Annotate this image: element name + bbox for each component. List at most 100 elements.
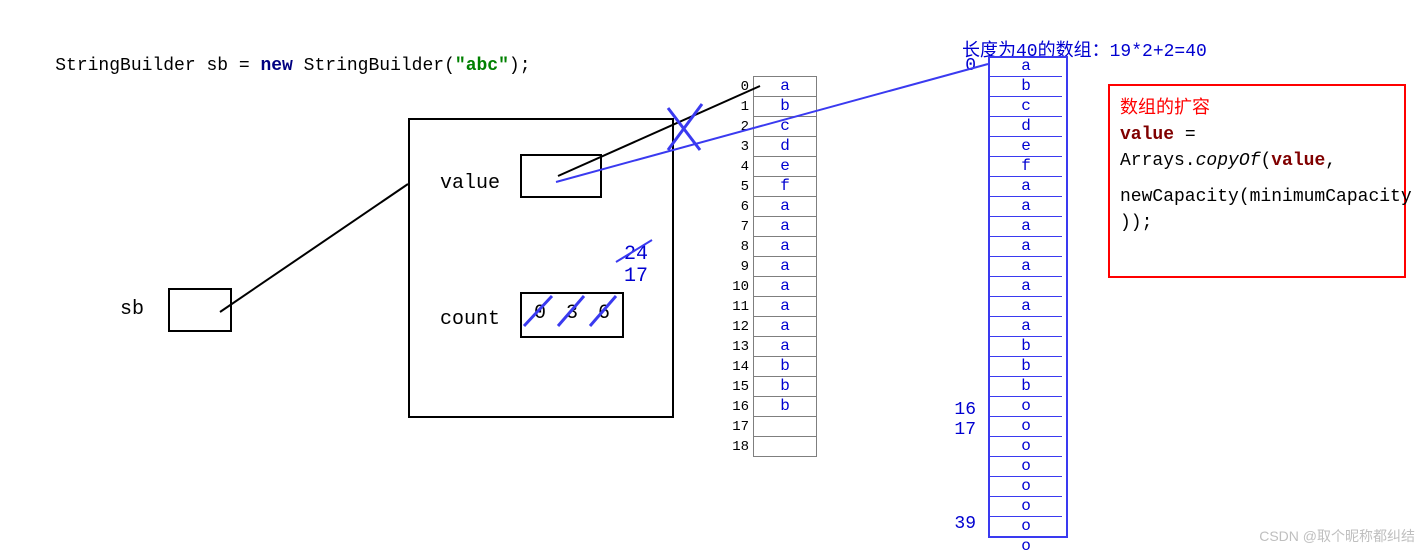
sb-ref-box (168, 288, 232, 332)
array-19-idx: 10 (720, 277, 754, 297)
array-40-cell: a (990, 297, 1062, 317)
expand-lpar: ( (1260, 151, 1271, 171)
array-19-idx: 3 (720, 137, 754, 157)
array-19-cell: e (754, 157, 817, 177)
array-19-idx: 0 (720, 77, 754, 97)
array-19-cell: b (754, 377, 817, 397)
array-19-cell: d (754, 137, 817, 157)
array-40-idx-17: 17 (930, 420, 976, 440)
code-new: new (260, 56, 292, 76)
array-40-cell: b (990, 77, 1062, 97)
array-19-cell: a (754, 257, 817, 277)
array-40-idx-0: 0 (946, 56, 976, 76)
array-19-idx: 17 (720, 417, 754, 437)
array-19-idx: 18 (720, 437, 754, 457)
array-19-cell (754, 417, 817, 437)
count-new-17: 17 (624, 265, 648, 288)
expand-value2: value (1271, 151, 1325, 171)
array-40-cell: b (990, 377, 1062, 397)
watermark: CSDN @取个昵称都纠结 (1259, 526, 1415, 546)
array-19-cell: a (754, 317, 817, 337)
array-40-cell: a (990, 237, 1062, 257)
sb-label: sb (120, 298, 144, 321)
expand-eq: = (1174, 125, 1196, 145)
array-19-idx: 4 (720, 157, 754, 177)
expand-line1: value = (1120, 122, 1394, 148)
array-19-cell: a (754, 297, 817, 317)
array-19-cell: a (754, 217, 817, 237)
array-40-cell: d (990, 117, 1062, 137)
array-40-idx-39: 39 (930, 514, 976, 534)
array-19-idx: 2 (720, 117, 754, 137)
array-19-cell: c (754, 117, 817, 137)
array-19-idx: 12 (720, 317, 754, 337)
array-40-cell: a (990, 177, 1062, 197)
expand-line4: )); (1120, 210, 1394, 236)
array-40-cell: b (990, 337, 1062, 357)
array-19-cell: a (754, 237, 817, 257)
code-t1: StringBuilder sb = (55, 56, 260, 76)
array-19-idx: 6 (720, 197, 754, 217)
expand-arrays: Arrays. (1120, 151, 1196, 171)
expand-heading: 数组的扩容 (1120, 96, 1394, 122)
field-count-label: count (440, 308, 500, 331)
array-40-title-b: 19*2+2=40 (1110, 42, 1207, 62)
count-new-values: 24 17 (608, 244, 648, 288)
field-value-label: value (440, 172, 500, 195)
array-19-idx: 15 (720, 377, 754, 397)
array-40-cell: b (990, 357, 1062, 377)
array-19-idx: 8 (720, 237, 754, 257)
array-40-cell: o (990, 457, 1062, 477)
array-40-cell: c (990, 97, 1062, 117)
array-40-cell: a (990, 197, 1062, 217)
line-sb-to-obj (220, 184, 408, 312)
array-40-cell: o (990, 517, 1062, 537)
array-40-cell: o (990, 477, 1062, 497)
expand-value1: value (1120, 125, 1174, 145)
count-old-0: 0 (534, 302, 546, 325)
array-40: abcdefaaaaaaaabbboooooooo (990, 57, 1062, 550)
array-19-cell: b (754, 97, 817, 117)
code-str: "abc" (455, 56, 509, 76)
array-19-cell: a (754, 77, 817, 97)
array-40-cell: f (990, 157, 1062, 177)
array-40-cell: a (990, 57, 1062, 77)
array-19-cell: a (754, 277, 817, 297)
count-old-6: 6 (598, 302, 610, 325)
array-19-idx: 9 (720, 257, 754, 277)
expand-comma: , (1325, 151, 1336, 171)
code-t3: ); (509, 56, 531, 76)
array-19-idx: 5 (720, 177, 754, 197)
array-40-cell: a (990, 317, 1062, 337)
array-40-cell: a (990, 217, 1062, 237)
expand-line3: newCapacity(minimumCapacity (1120, 184, 1394, 210)
array-19-cell: b (754, 397, 817, 417)
array-19-idx: 16 (720, 397, 754, 417)
expand-line2: Arrays.copyOf(value, (1120, 148, 1394, 174)
array-19-idx: 11 (720, 297, 754, 317)
array-19-cell: b (754, 357, 817, 377)
array-19-cell: a (754, 197, 817, 217)
array-19: 0a1b2c3d4e5f6a7a8a9a10a11a12a13a14b15b16… (720, 76, 817, 457)
count-old-3: 3 (566, 302, 578, 325)
array-40-cell: o (990, 397, 1062, 417)
array-40-cell: o (990, 417, 1062, 437)
array-40-idx-16: 16 (930, 400, 976, 420)
array-19-idx: 14 (720, 357, 754, 377)
array-19-idx: 7 (720, 217, 754, 237)
expand-box: 数组的扩容 value = Arrays.copyOf(value, newCa… (1108, 84, 1406, 278)
array-19-idx: 13 (720, 337, 754, 357)
expand-copyof: copyOf (1196, 151, 1261, 171)
array-40-cell: a (990, 277, 1062, 297)
array-19-cell: a (754, 337, 817, 357)
array-19-cell (754, 437, 817, 457)
array-40-cell: a (990, 257, 1062, 277)
value-ref-box (520, 154, 602, 198)
array-19-cell: f (754, 177, 817, 197)
array-40-cell: e (990, 137, 1062, 157)
code-t2: StringBuilder( (293, 56, 455, 76)
array-40-cell: o (990, 537, 1062, 550)
array-40-cell: o (990, 497, 1062, 517)
count-new-24: 24 (624, 243, 648, 266)
array-19-idx: 1 (720, 97, 754, 117)
